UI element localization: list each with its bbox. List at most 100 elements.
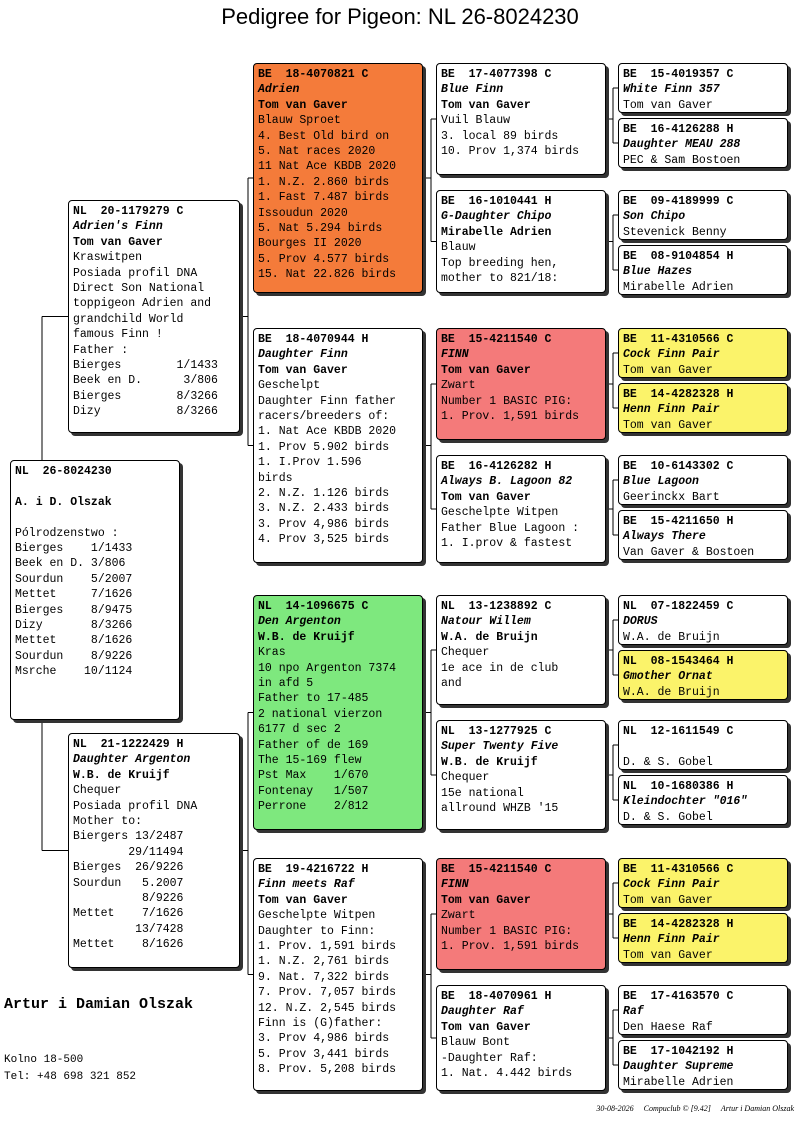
note-line: Bourges II 2020 <box>258 237 362 251</box>
pedigree-card: BE 08-9104854 H Blue Hazes Mirabelle Adrie… <box>618 245 788 295</box>
note-line: Mettet 7/1626 <box>15 588 133 602</box>
print-date: 30-08-2026 <box>596 1104 634 1113</box>
pedigree-card: BE 10-6143302 C Blue Lagoon Geerinckx Bart <box>618 455 788 505</box>
breeder: Tom van Gaver <box>73 235 163 249</box>
pigeon-name: Gmother Ornat <box>623 670 713 684</box>
ring-number: BE 17-1042192 H <box>623 1045 734 1058</box>
note-line: 3. Prov 4,986 birds <box>258 1032 390 1046</box>
breeder: Mirabelle Adrien <box>441 225 552 239</box>
ring-number: NL 14-1096675 C <box>258 600 369 613</box>
note-line: 3. local 89 birds <box>441 129 559 143</box>
note-line: Blauw Sproet <box>258 114 341 128</box>
note-line: Sourdun 5.2007 <box>73 876 184 890</box>
pigeon-name: Daughter Argenton <box>73 753 191 767</box>
note-line: in afd 5 <box>258 676 314 690</box>
note-line: allround WHZB '15 <box>441 801 559 815</box>
breeder: Geerinckx Bart <box>623 490 720 504</box>
breeder: Tom van Gaver <box>441 363 531 377</box>
note-line: 3. Prov 4,986 birds <box>258 517 390 531</box>
pigeon-name: Blue Lagoon <box>623 475 699 489</box>
breeder: Tom van Gaver <box>623 98 713 112</box>
pigeon-name: Daughter Supreme <box>623 1060 734 1074</box>
breeder: Tom van Gaver <box>258 363 348 377</box>
breeder: W.A. de Bruijn <box>441 630 538 644</box>
note-line: Daughter Finn father <box>258 394 397 408</box>
note-line: Kraswitpen <box>73 251 143 265</box>
note-line: Geschelpte Witpen <box>258 909 376 923</box>
note-line: Chequer <box>73 784 122 798</box>
note-line: Msrche 10/1124 <box>15 665 133 679</box>
ring-number: NL 08-1543464 H <box>623 655 734 668</box>
note-line: 6177 d sec 2 <box>258 723 341 737</box>
ring-number: BE 15-4211650 H <box>623 515 734 528</box>
pigeon-name: Daughter Raf <box>441 1005 524 1019</box>
ring-number: BE 10-6143302 C <box>623 460 734 473</box>
note-line: Blauw <box>441 241 476 255</box>
note-line: Sourdun 5/2007 <box>15 572 133 586</box>
pedigree-card: NL 13-1238892 C Natour Willem W.A. de Brui… <box>436 595 606 705</box>
breeder: Stevenick Benny <box>623 225 727 239</box>
breeder: Den Haese Raf <box>623 1020 713 1034</box>
breeder: PEC & Sam Bostoen <box>623 153 741 167</box>
breeder: D. & S. Gobel <box>623 755 713 769</box>
ring-number: BE 16-1010441 H <box>441 195 552 208</box>
note-line: 1. Fast 7.487 birds <box>258 191 390 205</box>
ring-number: BE 11-4310566 C <box>623 333 734 346</box>
spacer <box>15 510 175 525</box>
note-line: 13/7428 <box>73 922 184 936</box>
note-line: 5. Nat races 2020 <box>258 144 376 158</box>
ring-number: BE 14-4282328 H <box>623 388 734 401</box>
ring-number: BE 15-4019357 C <box>623 68 734 81</box>
ring-number: BE 11-4310566 C <box>623 863 734 876</box>
note-line: 29/11494 <box>73 845 184 859</box>
software: Compuclub © [9.42] <box>643 1104 711 1113</box>
pigeon-name: Always B. Lagoon 82 <box>441 475 573 489</box>
note-line: 1. Prov 5.902 birds <box>258 440 390 454</box>
note-line: 1. I.Prov 1.596 <box>258 456 362 470</box>
pedigree-card: BE 11-4310566 C Cock Finn Pair Tom van Gav… <box>618 858 788 908</box>
ring-number: NL 26-8024230 <box>15 465 112 478</box>
note-line: 2. N.Z. 1.126 birds <box>258 486 390 500</box>
note-line: and <box>441 676 462 690</box>
note-line: Pólrodzenstwo : <box>15 526 119 540</box>
pedigree-card: NL 26-8024230 A. i D. Olszak Pólrodzenstwo… <box>10 460 180 720</box>
ring-number: BE 17-4163570 C <box>623 990 734 1003</box>
pedigree-card: NL 13-1277925 C Super Twenty Five W.B. de … <box>436 720 606 830</box>
pedigree-card: BE 16-4126288 H Daughter MEAU 288 PEC & Sa… <box>618 118 788 168</box>
note-line: Biergers 13/2487 <box>73 830 184 844</box>
note-line: 10 npo Argenton 7374 <box>258 661 397 675</box>
ring-number: BE 17-4077398 C <box>441 68 552 81</box>
pedigree-card: BE 18-4070821 C Adrien Tom van Gaver Blauw … <box>253 63 423 293</box>
phone: Tel: +48 698 321 852 <box>4 1071 137 1083</box>
ring-number: NL 12-1611549 C <box>623 725 734 738</box>
note-line: 1. Prov. 1,591 birds <box>441 939 580 953</box>
pigeon-name: Henn Finn Pair <box>623 933 720 947</box>
note-line: 5. Nat 5.294 birds <box>258 221 383 235</box>
pigeon-name: Blue Hazes <box>623 265 693 279</box>
ring-number: BE 15-4211540 C <box>441 863 552 876</box>
ring-number: NL 20-1179279 C <box>73 205 184 218</box>
note-line: -Daughter Raf: <box>441 1051 538 1065</box>
pedigree-card: BE 18-4070961 H Daughter Raf Tom van Gaver… <box>436 985 606 1091</box>
note-line: 1. Nat Ace KBDB 2020 <box>258 425 397 439</box>
pedigree-card: BE 14-4282328 H Henn Finn Pair Tom van Gav… <box>618 383 788 433</box>
breeder: Tom van Gaver <box>623 363 713 377</box>
note-line: Blauw Bont <box>441 1036 511 1050</box>
pigeon-name: Den Argenton <box>258 615 341 629</box>
pedigree-card: BE 17-4163570 C Raf Den Haese Raf <box>618 985 788 1035</box>
print-owner: Artur i Damian Olszak <box>720 1104 794 1113</box>
note-line: 12. N.Z. 2,545 birds <box>258 1001 397 1015</box>
breeder: W.A. de Bruijn <box>623 630 720 644</box>
pedigree-card: NL 12-1611549 C D. & S. Gobel <box>618 720 788 770</box>
note-line: 4. Best Old bird on <box>258 129 390 143</box>
note-line: Beek en D. 3/806 <box>73 374 218 388</box>
print-stamp: 30-08-2026 Compuclub © [9.42] Artur i Dami… <box>586 1104 794 1113</box>
ring-number: BE 16-4126282 H <box>441 460 552 473</box>
note-line: 15. Nat 22.826 birds <box>258 268 397 282</box>
note-line: Dizy 8/3266 <box>73 405 218 419</box>
spacer <box>15 479 175 494</box>
note-line: mother to 821/18: <box>441 271 559 285</box>
note-line: Number 1 BASIC PIG: <box>441 394 573 408</box>
pedigree-card: BE 15-4211540 C FINN Tom van Gaver Zwart Num… <box>436 328 606 440</box>
